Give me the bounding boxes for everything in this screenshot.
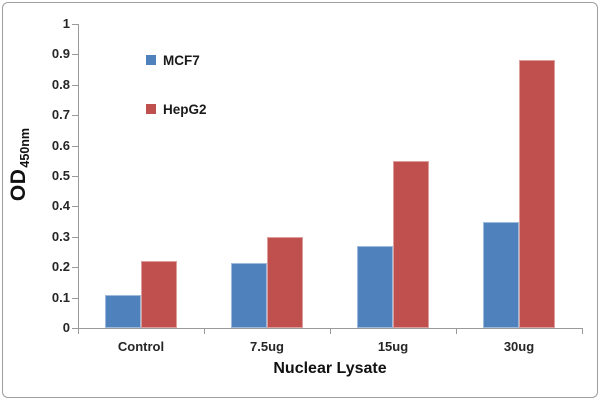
y-tick-mark [72,115,78,116]
x-axis-line [78,328,583,329]
y-axis-line [78,24,79,329]
category-label-30ug: 30ug [503,339,535,354]
bar-hepg2-7.5ug [267,237,303,328]
category-label-7.5ug: 7.5ug [250,339,284,354]
x-tick-mark [582,329,583,334]
y-tick-mark [72,176,78,177]
y-tick-mark [72,237,78,238]
y-tick-mark [72,206,78,207]
bar-mcf7-control [105,295,141,328]
y-tick-mark [72,267,78,268]
y-tick-label: 0 [62,320,70,335]
y-tick-label: 0.2 [51,259,70,274]
legend-item-hepg2: HepG2 [146,101,207,117]
bar-hepg2-control [141,261,177,328]
y-tick-label: 0.5 [51,168,70,183]
bar-hepg2-30ug [519,60,555,328]
bar-mcf7-7.5ug [231,263,267,328]
category-label-15ug: 15ug [377,339,409,354]
legend-label-hepg2: HepG2 [163,101,207,117]
y-tick-mark [72,146,78,147]
legend-item-mcf7: MCF7 [146,52,200,68]
legend-swatch-hepg2 [146,104,156,114]
x-tick-mark [78,329,79,334]
y-tick-mark [72,24,78,25]
legend-label-mcf7: MCF7 [163,52,200,68]
x-tick-mark [456,329,457,334]
y-tick-label: 0.9 [51,46,70,61]
legend-swatch-mcf7 [146,55,156,65]
y-tick-mark [72,298,78,299]
y-tick-mark [72,54,78,55]
x-tick-mark [204,329,205,334]
y-tick-label: 0.6 [51,138,70,153]
y-tick-label: 0.7 [51,107,70,122]
bar-hepg2-15ug [393,161,429,328]
category-label-control: Control [117,339,165,354]
x-axis-title: Nuclear Lysate [273,360,387,377]
y-tick-label: 0.4 [51,198,70,213]
x-tick-mark [330,329,331,334]
y-tick-label: 0.3 [51,229,70,244]
y-tick-mark [72,328,78,329]
y-tick-label: 1 [62,16,70,31]
bar-mcf7-15ug [357,246,393,328]
y-tick-label: 0.1 [51,290,70,305]
y-tick-mark [72,85,78,86]
y-tick-label: 0.8 [51,77,70,92]
bar-mcf7-30ug [483,222,519,328]
